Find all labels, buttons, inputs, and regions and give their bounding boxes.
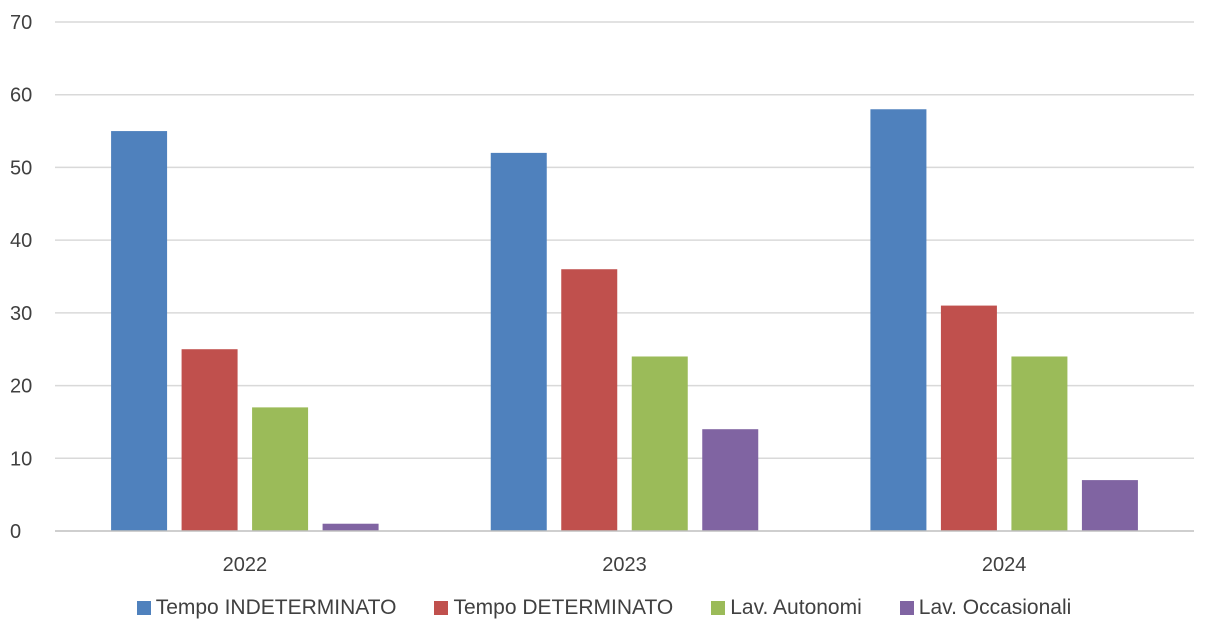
x-tick-label: 2023 (602, 554, 647, 576)
bars (111, 109, 1138, 532)
legend-swatch (899, 601, 914, 615)
bar-tempo-indeterminato-2022 (111, 131, 168, 532)
legend-label: Lav. Autonomi (730, 596, 862, 619)
legend-item: Lav. Autonomi (711, 596, 862, 620)
y-tick-label: 10 (10, 448, 32, 470)
y-tick-label: 70 (10, 12, 32, 34)
x-tick-label: 2022 (223, 554, 268, 576)
bar-tempo-determinato-2022 (181, 349, 238, 531)
bar-lav-occasionali-2022 (322, 523, 379, 531)
y-tick-label: 30 (10, 303, 32, 325)
gridlines (55, 21, 1194, 460)
bar-lav-autonomi-2023 (631, 356, 688, 531)
legend-label: Tempo DETERMINATO (453, 596, 674, 619)
legend-item: Tempo DETERMINATO (434, 596, 673, 620)
bar-lav-occasionali-2023 (702, 429, 759, 531)
y-tick-label: 40 (10, 230, 32, 252)
legend-label: Lav. Occasionali (918, 596, 1072, 619)
bar-lav-autonomi-2024 (1011, 356, 1068, 531)
bar-tempo-determinato-2024 (940, 305, 997, 531)
legend-item: Lav. Occasionali (899, 596, 1072, 620)
y-tick-label: 0 (10, 521, 21, 543)
legend: Tempo INDETERMINATO Tempo DETERMINATO Lav.… (0, 596, 1208, 620)
bar-lav-occasionali-2024 (1081, 480, 1138, 531)
x-tick-label: 2024 (982, 554, 1027, 576)
legend-swatch (136, 601, 151, 615)
legend-swatch (434, 601, 449, 615)
bar-chart: 0 10 20 30 40 50 60 70 2022 2023 2024 (10, 12, 1194, 576)
x-axis-ticks: 2022 2023 2024 (223, 554, 1027, 576)
bar-tempo-indeterminato-2023 (490, 152, 547, 531)
y-tick-label: 60 (10, 85, 32, 107)
y-tick-label: 50 (10, 157, 32, 179)
y-tick-label: 20 (10, 376, 32, 398)
y-axis-ticks: 0 10 20 30 40 50 60 70 (10, 12, 32, 543)
legend-label: Tempo INDETERMINATO (155, 596, 397, 619)
legend-swatch (711, 601, 726, 615)
bar-tempo-indeterminato-2024 (870, 109, 927, 531)
legend-item: Tempo INDETERMINATO (136, 596, 397, 620)
bar-lav-autonomi-2022 (252, 407, 309, 531)
bar-tempo-determinato-2023 (561, 269, 618, 531)
